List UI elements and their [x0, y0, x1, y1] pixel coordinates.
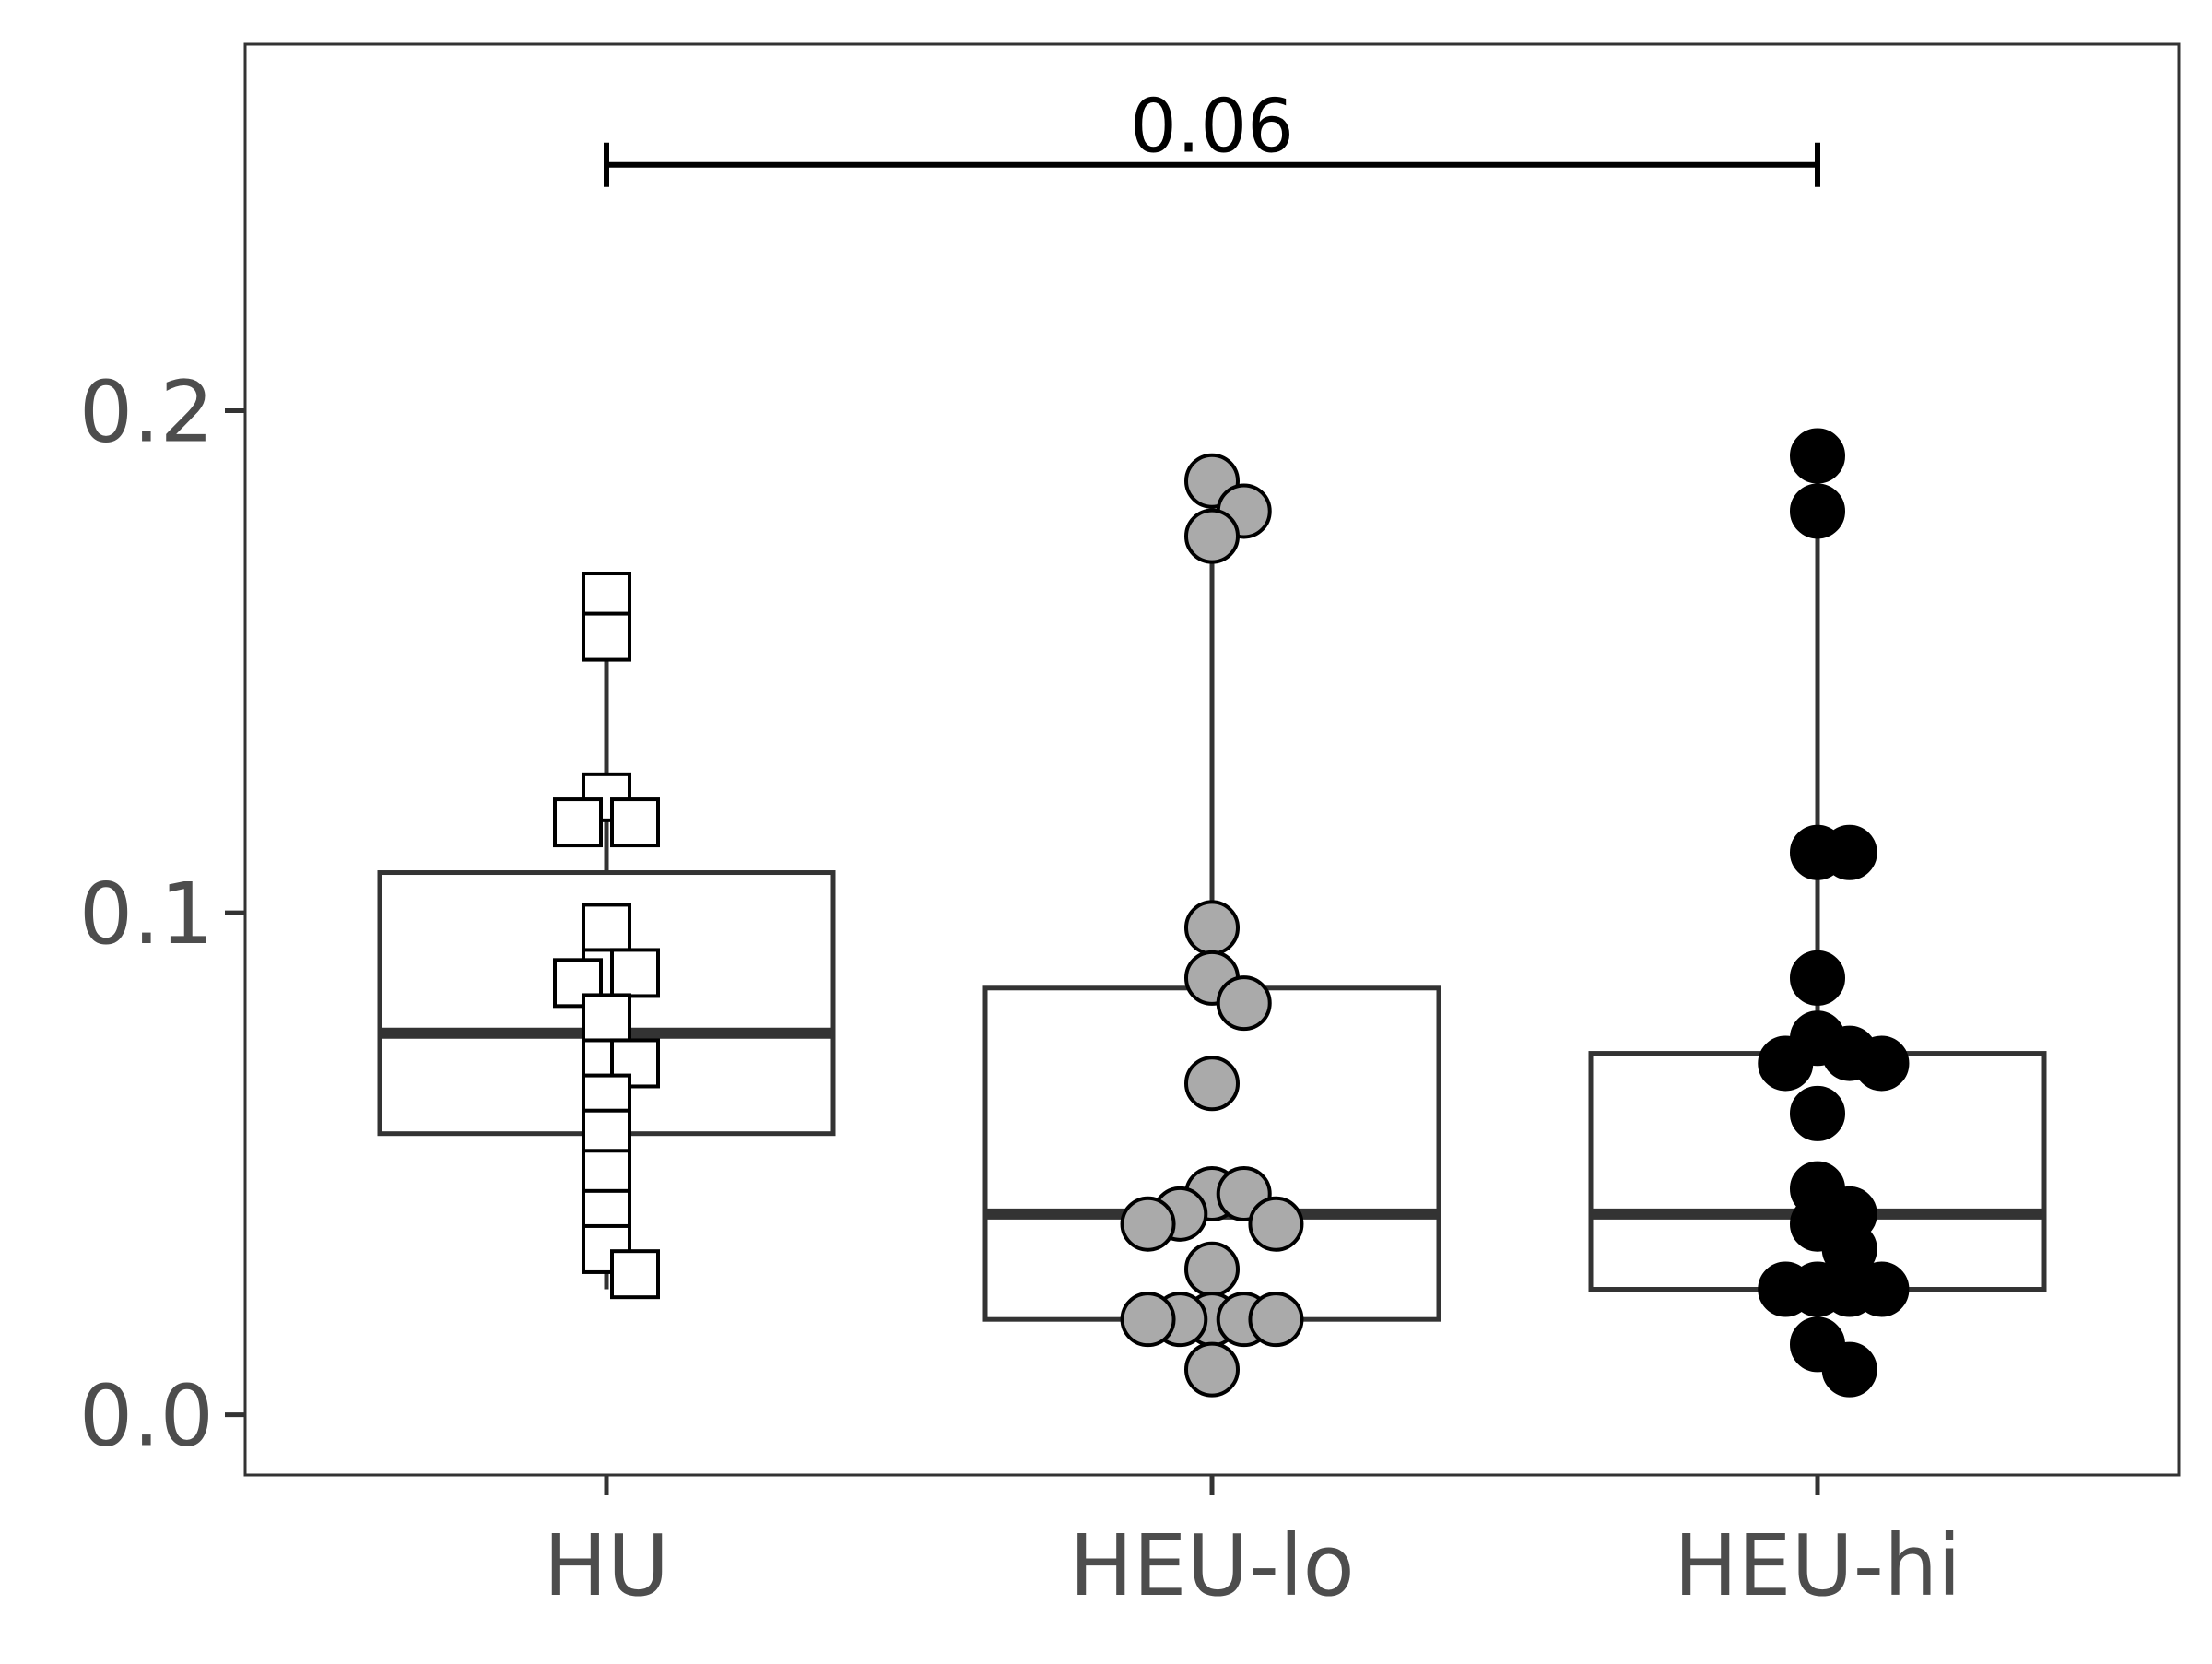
annotation-layer: 0.06 [604, 84, 1820, 187]
data-point [582, 903, 631, 953]
data-point [1184, 1056, 1240, 1112]
data-point [582, 993, 631, 1044]
data-point [1248, 1196, 1304, 1252]
data-point [1853, 1035, 1910, 1092]
data-point [1184, 1341, 1240, 1398]
data-point [582, 611, 631, 662]
data-point [1821, 1341, 1877, 1398]
data-point [610, 948, 660, 998]
data-point [1758, 1261, 1814, 1317]
data-point [1184, 900, 1240, 956]
data-point [1758, 1035, 1814, 1092]
x-tick-label: HEU-lo [1069, 1516, 1355, 1615]
data-point [1790, 950, 1845, 1006]
data-point [1821, 824, 1877, 880]
data-point [610, 1249, 660, 1300]
data-point [1184, 1241, 1240, 1297]
data-point [610, 797, 660, 848]
data-point [1790, 1085, 1845, 1141]
x-tick-label: HEU-hi [1674, 1516, 1961, 1615]
y-tick-label: 0.0 [79, 1367, 214, 1466]
data-point [1120, 1196, 1176, 1252]
y-tick-label: 0.2 [79, 363, 214, 462]
data-point [610, 1038, 660, 1089]
data-point [1216, 975, 1272, 1032]
data-point [582, 1223, 631, 1274]
significance-label: 0.06 [1130, 84, 1294, 170]
data-point [1790, 428, 1845, 484]
x-tick-label: HU [544, 1516, 670, 1615]
axis-layer: 0.0 0.1 0.2 HU HEU-lo HEU-hi [79, 363, 1961, 1615]
data-point [1790, 483, 1845, 539]
data-point [1248, 1292, 1304, 1348]
point-layer [553, 428, 1910, 1398]
data-point [1120, 1292, 1176, 1348]
y-tick-label: 0.1 [79, 865, 214, 963]
data-point [553, 797, 603, 848]
data-point [1184, 508, 1240, 564]
data-point [1853, 1261, 1910, 1317]
